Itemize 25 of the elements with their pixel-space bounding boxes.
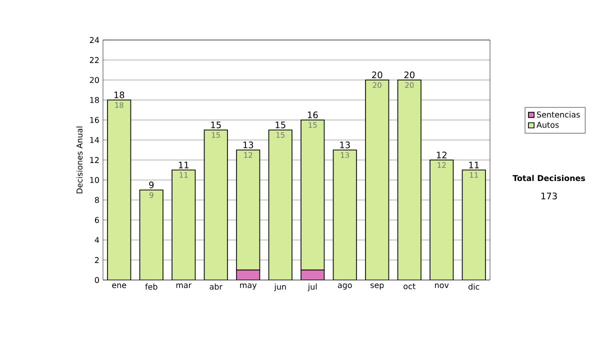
bar bbox=[236, 150, 260, 270]
total-label: 20 bbox=[404, 72, 414, 78]
bar bbox=[430, 160, 454, 280]
bar bbox=[365, 80, 390, 280]
total-label: 13 bbox=[243, 142, 254, 148]
bar bbox=[204, 130, 228, 280]
bar bbox=[300, 120, 325, 270]
total-label: 13 bbox=[340, 142, 350, 148]
bar bbox=[172, 170, 196, 280]
text: 173 bbox=[541, 192, 557, 200]
bar bbox=[268, 130, 292, 280]
total-label: 16 bbox=[308, 112, 318, 118]
total-label: 15 bbox=[276, 122, 286, 128]
total-label: 9 bbox=[149, 182, 154, 188]
total-label: 11 bbox=[178, 162, 189, 168]
total-label: 15 bbox=[211, 122, 221, 128]
total-label: 11 bbox=[469, 162, 479, 168]
bar bbox=[397, 80, 422, 280]
bar bbox=[332, 150, 357, 280]
total-label: 18 bbox=[114, 92, 124, 98]
bar bbox=[108, 100, 131, 280]
total-label: 20 bbox=[372, 72, 382, 78]
bar bbox=[140, 190, 163, 280]
bar bbox=[462, 170, 486, 280]
total-label: 12 bbox=[436, 152, 446, 158]
